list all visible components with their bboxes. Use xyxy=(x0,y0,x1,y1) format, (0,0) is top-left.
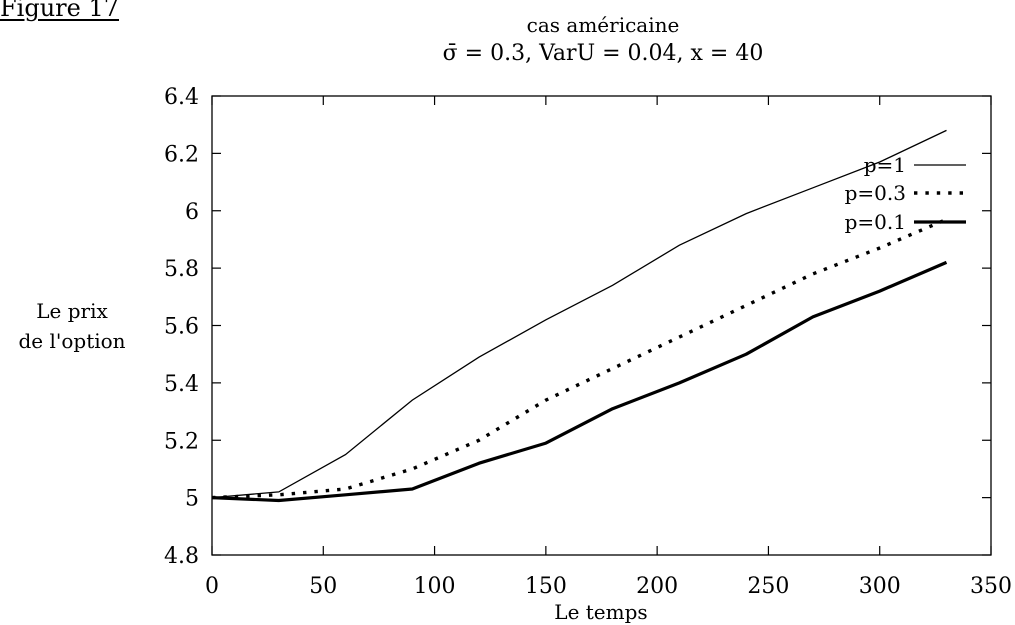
x-tick-label: 50 xyxy=(309,574,337,599)
y-tick-label: 5 xyxy=(185,487,199,512)
y-tick-label: 5.8 xyxy=(164,257,199,282)
y-tick-label: 6.2 xyxy=(164,142,199,167)
x-tick-label: 100 xyxy=(414,574,456,599)
y-tick-label: 5.4 xyxy=(164,372,199,397)
legend-label-p-1: p=1 xyxy=(864,153,906,177)
x-tick-label: 250 xyxy=(747,574,789,599)
chart-title: cas américaine xyxy=(527,13,680,37)
x-axis-ticks: 0 50 100 150 200 250 300 350 xyxy=(205,96,1012,599)
x-tick-label: 300 xyxy=(859,574,901,599)
x-tick-label: 350 xyxy=(970,574,1012,599)
x-tick-label: 150 xyxy=(525,574,567,599)
legend: p=1 p=0.3 p=0.1 xyxy=(845,153,966,234)
y-tick-label: 6 xyxy=(185,200,199,225)
series-line-p-1 xyxy=(211,129,947,499)
legend-label-p-0-3: p=0.3 xyxy=(845,181,906,205)
y-tick-label: 5.2 xyxy=(164,429,199,454)
series-layer xyxy=(211,129,948,503)
y-axis-ticks: 4.8 5 5.2 5.4 5.6 5.8 6 6.2 6.4 xyxy=(164,85,991,569)
y-tick-label: 5.6 xyxy=(164,315,199,340)
y-tick-label: 4.8 xyxy=(164,544,199,569)
legend-label-p-0-1: p=0.1 xyxy=(845,210,906,234)
series-line-p-0-1 xyxy=(211,260,948,503)
series-line-p-0-3 xyxy=(211,217,948,500)
x-axis-label: Le temps xyxy=(554,600,647,624)
x-tick-label: 200 xyxy=(636,574,678,599)
y-axis-label-line1: Le prix xyxy=(36,299,108,323)
x-tick-label: 0 xyxy=(205,574,219,599)
y-axis-label-line2: de l'option xyxy=(18,329,125,353)
y-tick-label: 6.4 xyxy=(164,85,199,110)
chart-subtitle: σ̄ = 0.3, VarU = 0.04, x = 40 xyxy=(443,41,764,66)
figure-label: Figure 17 xyxy=(0,0,119,22)
